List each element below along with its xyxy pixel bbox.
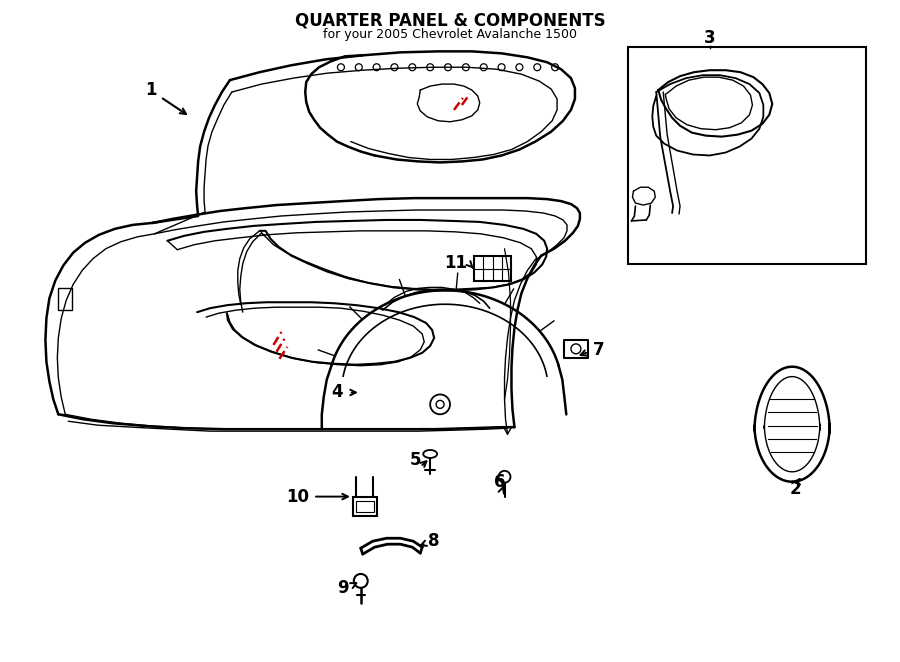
Text: 8: 8 (428, 532, 440, 550)
Text: 3: 3 (704, 30, 716, 48)
Bar (353, 496, 376, 516)
Bar (564, 340, 588, 357)
Text: 9: 9 (338, 579, 349, 597)
Text: for your 2005 Chevrolet Avalanche 1500: for your 2005 Chevrolet Avalanche 1500 (323, 28, 577, 41)
Text: 11: 11 (444, 254, 467, 271)
Text: QUARTER PANEL & COMPONENTS: QUARTER PANEL & COMPONENTS (294, 12, 606, 30)
Text: 5: 5 (410, 451, 421, 469)
Text: 4: 4 (331, 383, 343, 401)
Bar (356, 500, 373, 512)
Text: 10: 10 (286, 488, 310, 506)
Bar (58, 289, 72, 310)
Text: 7: 7 (593, 341, 605, 359)
Text: 1: 1 (145, 81, 157, 99)
Bar (473, 256, 511, 281)
Bar (628, 48, 867, 263)
Text: 2: 2 (789, 480, 801, 498)
Text: 6: 6 (494, 473, 505, 491)
